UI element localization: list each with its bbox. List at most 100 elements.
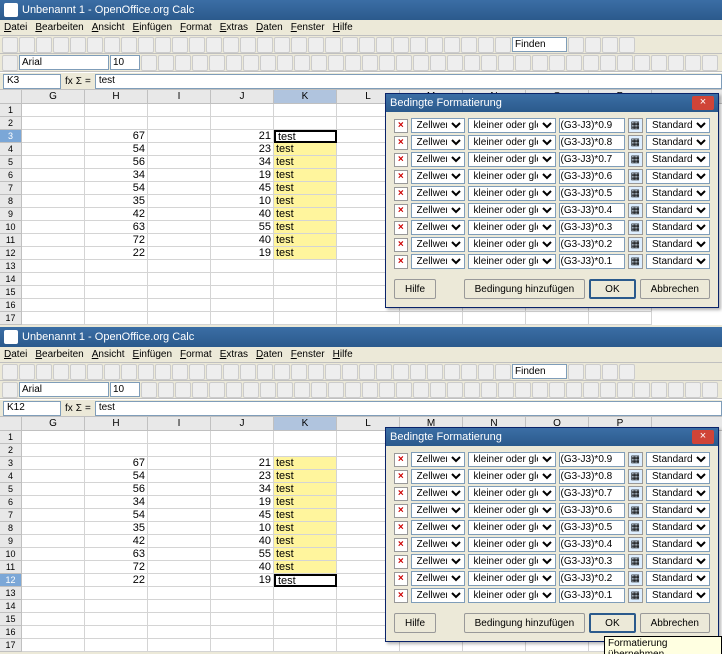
operator-select[interactable]: kleiner oder gleich <box>468 452 556 467</box>
cell[interactable] <box>22 182 85 195</box>
menu-item[interactable]: Format <box>180 349 212 360</box>
toolbar-button[interactable] <box>2 55 18 71</box>
operator-select[interactable]: kleiner oder gleich <box>468 186 556 201</box>
cell[interactable] <box>148 195 211 208</box>
cell[interactable] <box>22 260 85 273</box>
toolbar-button[interactable] <box>668 382 684 398</box>
cell[interactable]: 72 <box>85 234 148 247</box>
cell[interactable] <box>211 260 274 273</box>
row-header[interactable]: 9 <box>0 208 22 221</box>
toolbar-button[interactable] <box>685 55 701 71</box>
cell[interactable] <box>148 312 211 325</box>
toolbar-button[interactable] <box>243 382 259 398</box>
row-header[interactable]: 17 <box>0 312 22 325</box>
delete-condition-button[interactable]: × <box>394 470 408 484</box>
cell[interactable] <box>400 312 463 325</box>
toolbar-button[interactable] <box>464 55 480 71</box>
cell[interactable] <box>211 431 274 444</box>
menu-item[interactable]: Bearbeiten <box>35 349 83 360</box>
toolbar-button[interactable] <box>566 382 582 398</box>
toolbar-button[interactable] <box>393 37 409 53</box>
range-picker-icon[interactable]: ▦ <box>628 186 643 201</box>
cell[interactable]: test <box>274 522 337 535</box>
cell[interactable] <box>22 195 85 208</box>
column-header[interactable]: J <box>211 90 274 103</box>
toolbar-button[interactable] <box>376 37 392 53</box>
style-select[interactable]: Standard <box>646 520 710 535</box>
cell[interactable] <box>211 312 274 325</box>
row-header[interactable]: 11 <box>0 561 22 574</box>
cell[interactable] <box>148 587 211 600</box>
row-header[interactable]: 7 <box>0 509 22 522</box>
row-header[interactable]: 5 <box>0 483 22 496</box>
toolbar-button[interactable] <box>19 37 35 53</box>
cell[interactable] <box>274 639 337 652</box>
menu-item[interactable]: Bearbeiten <box>35 22 83 33</box>
row-header[interactable]: 2 <box>0 444 22 457</box>
menu-item[interactable]: Extras <box>220 22 248 33</box>
menu-item[interactable]: Ansicht <box>92 349 125 360</box>
cell[interactable] <box>148 626 211 639</box>
toolbar-button[interactable] <box>362 55 378 71</box>
toolbar-button[interactable] <box>619 37 635 53</box>
cell[interactable] <box>148 457 211 470</box>
row-header[interactable]: 12 <box>0 247 22 260</box>
cell[interactable] <box>22 483 85 496</box>
style-select[interactable]: Standard <box>646 554 710 569</box>
toolbar-button[interactable] <box>498 55 514 71</box>
cell[interactable]: test <box>274 247 337 260</box>
cell[interactable] <box>337 312 400 325</box>
cell[interactable]: 21 <box>211 457 274 470</box>
condition-type-select[interactable]: Zellwert ist <box>411 571 465 586</box>
toolbar-button[interactable] <box>294 382 310 398</box>
operator-select[interactable]: kleiner oder gleich <box>468 135 556 150</box>
cell[interactable] <box>148 299 211 312</box>
toolbar-button[interactable] <box>2 37 18 53</box>
cell[interactable]: 45 <box>211 509 274 522</box>
toolbar-button[interactable] <box>478 37 494 53</box>
delete-condition-button[interactable]: × <box>394 221 408 235</box>
toolbar-button[interactable] <box>532 55 548 71</box>
toolbar-button[interactable] <box>600 55 616 71</box>
formula-input[interactable] <box>559 254 625 269</box>
toolbar-button[interactable] <box>87 364 103 380</box>
toolbar-button[interactable] <box>175 382 191 398</box>
condition-type-select[interactable]: Zellwert ist <box>411 520 465 535</box>
formula-input[interactable] <box>559 537 625 552</box>
cell[interactable] <box>148 496 211 509</box>
name-box[interactable]: K12 <box>3 401 61 416</box>
cell[interactable] <box>526 312 589 325</box>
cell[interactable]: 21 <box>211 130 274 143</box>
toolbar-button[interactable] <box>583 55 599 71</box>
cell[interactable] <box>85 299 148 312</box>
toolbar-button[interactable] <box>223 37 239 53</box>
condition-type-select[interactable]: Zellwert ist <box>411 254 465 269</box>
style-select[interactable]: Standard <box>646 237 710 252</box>
style-select[interactable]: Standard <box>646 220 710 235</box>
range-picker-icon[interactable]: ▦ <box>628 135 643 150</box>
cell[interactable] <box>85 431 148 444</box>
toolbar-button[interactable] <box>104 37 120 53</box>
cell[interactable]: 19 <box>211 496 274 509</box>
cell[interactable] <box>211 626 274 639</box>
toolbar-button[interactable] <box>345 55 361 71</box>
cell[interactable] <box>148 234 211 247</box>
cell[interactable] <box>85 613 148 626</box>
condition-type-select[interactable]: Zellwert ist <box>411 503 465 518</box>
formula-input[interactable] <box>559 203 625 218</box>
cell[interactable]: test <box>274 548 337 561</box>
cell[interactable]: test <box>274 496 337 509</box>
toolbar-button[interactable] <box>2 364 18 380</box>
menu-item[interactable]: Fenster <box>291 349 325 360</box>
cell[interactable] <box>22 626 85 639</box>
column-header[interactable]: H <box>85 417 148 430</box>
operator-select[interactable]: kleiner oder gleich <box>468 571 556 586</box>
condition-type-select[interactable]: Zellwert ist <box>411 537 465 552</box>
cell[interactable]: test <box>274 182 337 195</box>
cell[interactable] <box>148 431 211 444</box>
cell[interactable] <box>22 600 85 613</box>
dialog-titlebar[interactable]: Bedingte Formatierung× <box>386 428 718 446</box>
toolbar-button[interactable] <box>70 364 86 380</box>
cell[interactable] <box>148 548 211 561</box>
toolbar-button[interactable] <box>291 37 307 53</box>
